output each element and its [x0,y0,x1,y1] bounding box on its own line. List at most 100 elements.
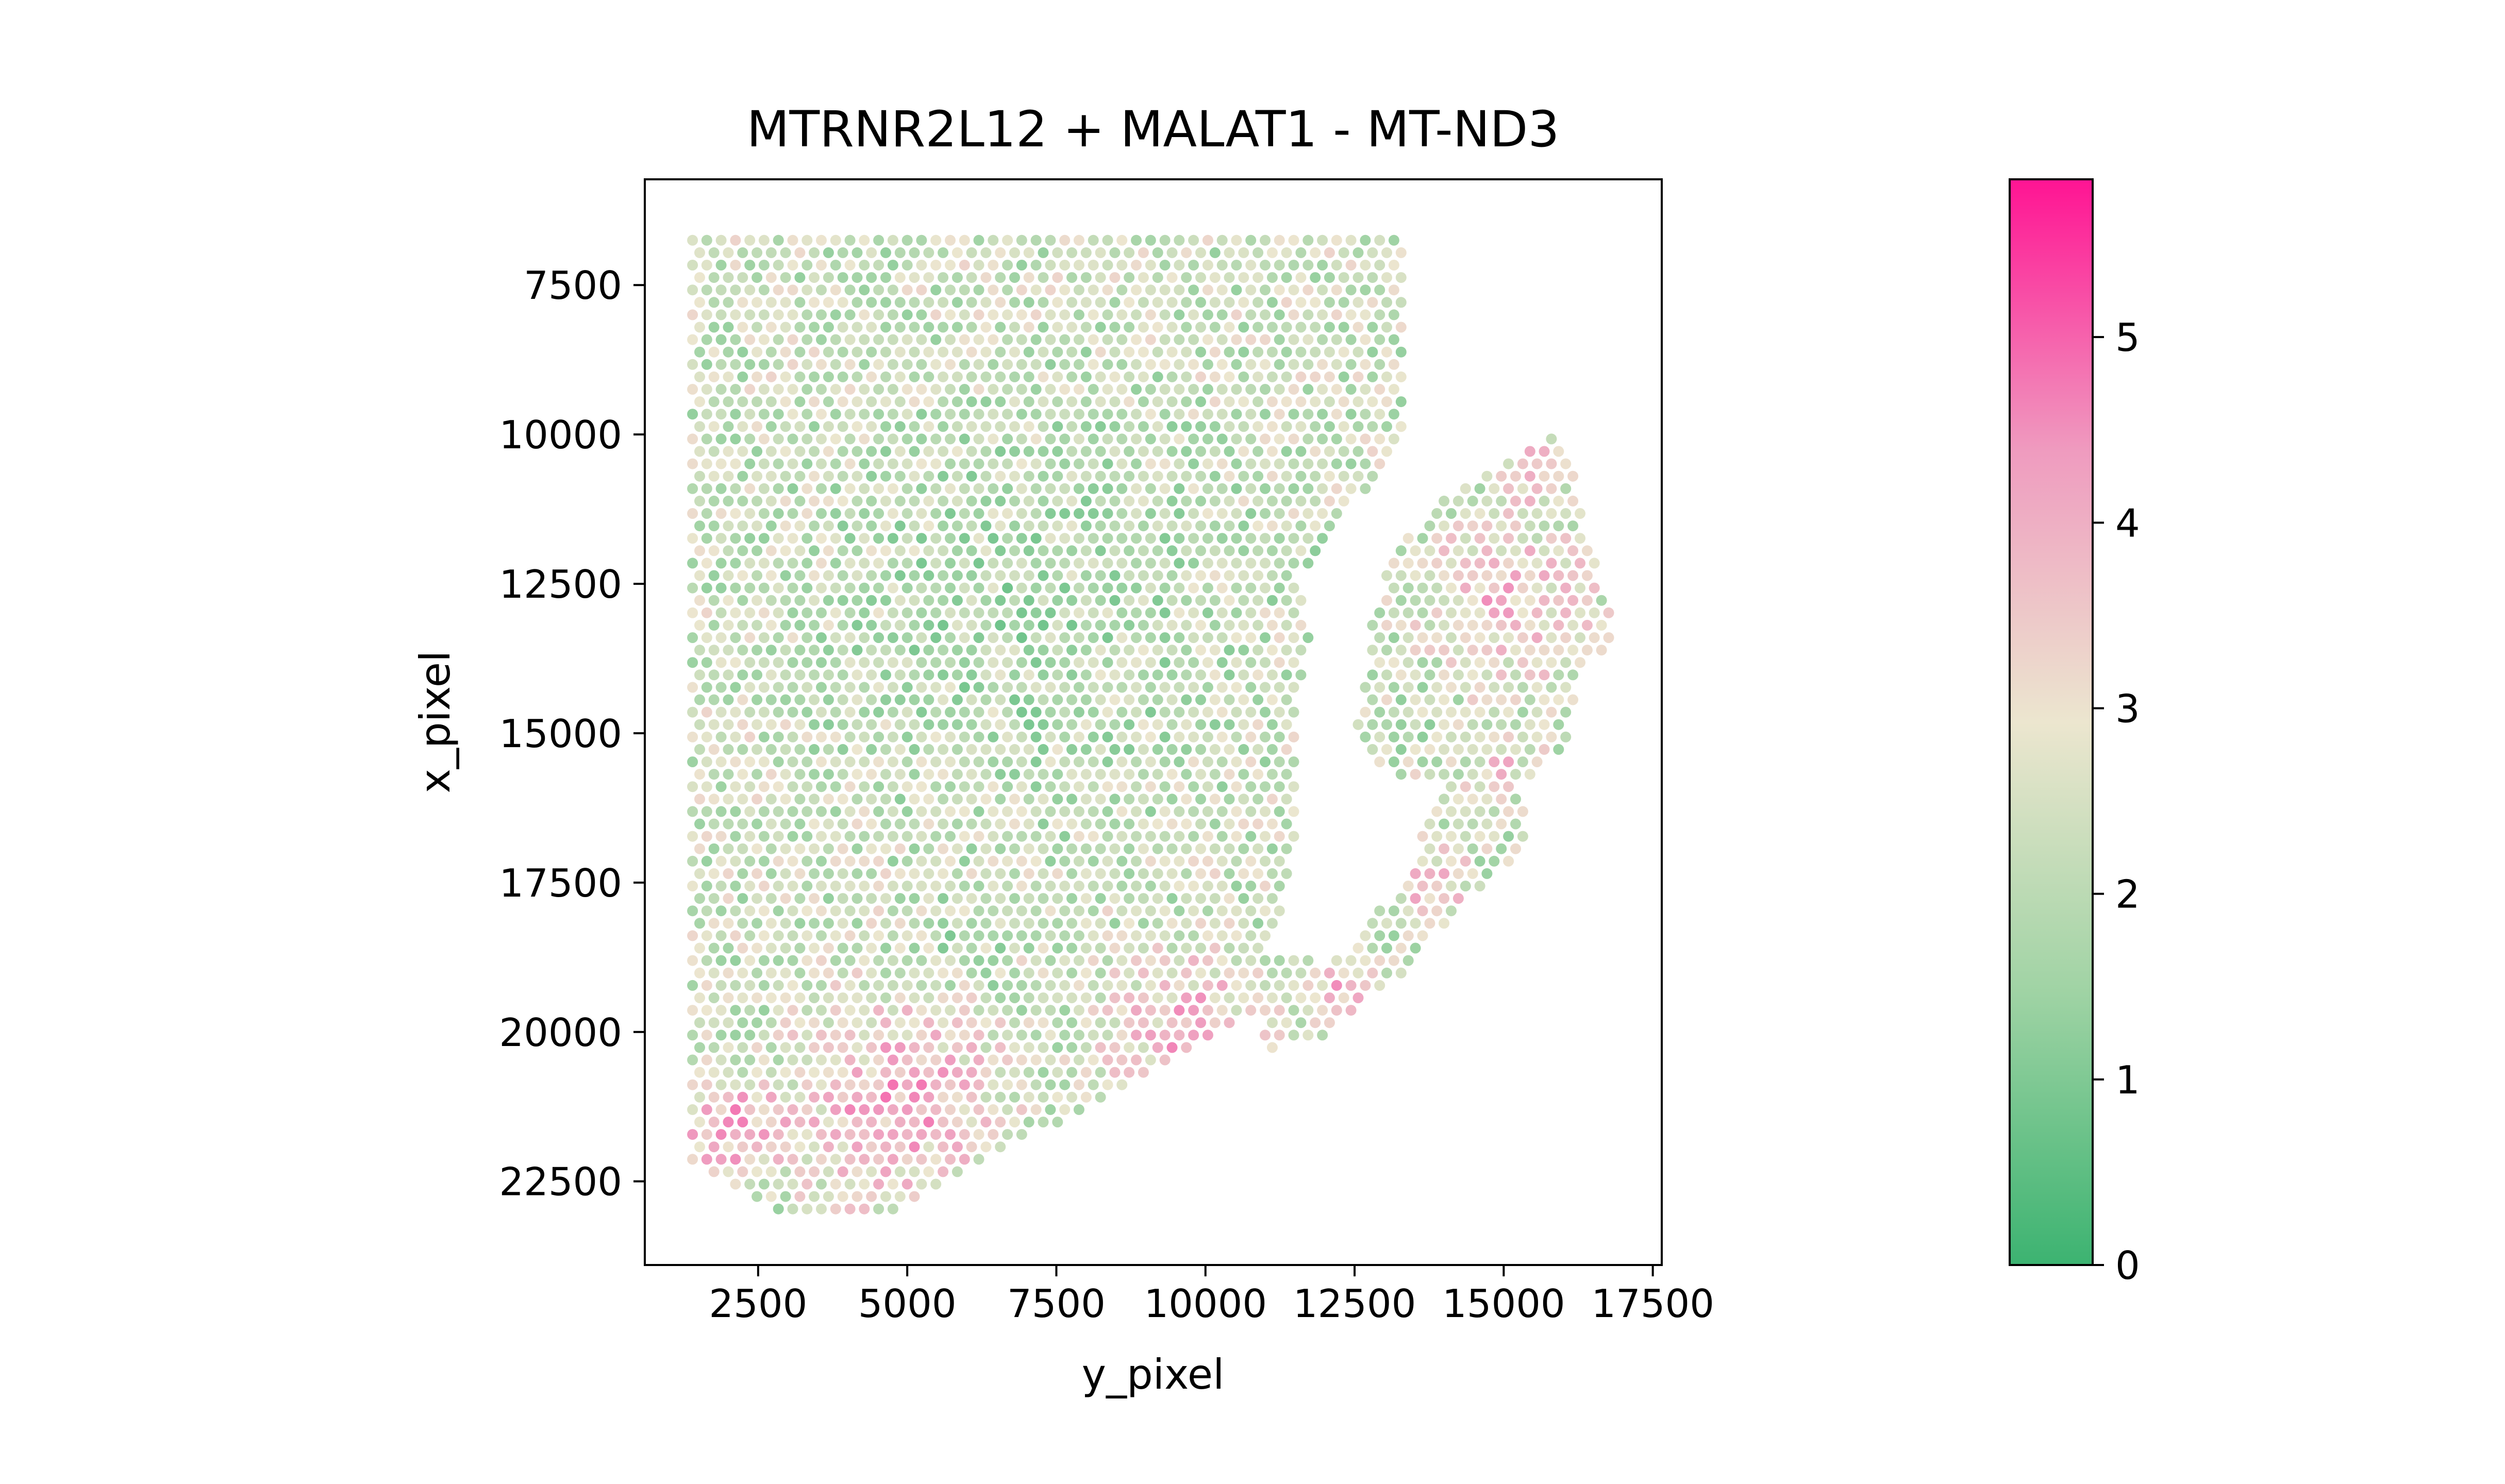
scatter-point [866,1091,877,1103]
scatter-point [1066,645,1077,656]
scatter-point [1238,446,1249,457]
scatter-point [1066,843,1077,854]
scatter-point [1266,818,1278,830]
scatter-point [1023,794,1034,805]
scatter-point [1088,855,1099,867]
scatter-point [1460,682,1471,693]
scatter-point [1202,334,1213,345]
scatter-point [973,930,984,941]
scatter-point [730,632,741,643]
scatter-point [751,769,763,780]
scatter-point [1023,421,1034,432]
scatter-point [787,632,798,643]
scatter-point [1009,371,1020,382]
scatter-point [951,495,963,507]
scatter-point [873,558,884,569]
scatter-point [758,731,770,743]
scatter-point [1102,384,1113,395]
scatter-point [859,334,870,345]
scatter-point [1575,582,1585,594]
scatter-point [1159,533,1171,544]
scatter-point [1546,458,1557,469]
scatter-point [973,756,984,767]
scatter-point [1030,334,1042,345]
scatter-point [909,595,920,606]
scatter-point [1181,794,1192,805]
scatter-point [1288,1030,1299,1041]
scatter-point [887,582,898,594]
scatter-point [715,682,727,693]
scatter-point [980,744,992,755]
scatter-point [1052,272,1063,283]
scatter-point [758,458,770,469]
scatter-point [1009,918,1020,929]
scatter-point [830,359,841,370]
scatter-point [1181,1042,1192,1053]
scatter-point [1553,719,1564,730]
scatter-point [1166,446,1178,457]
scatter-point [966,1141,977,1153]
scatter-point [1238,942,1249,954]
scatter-point [844,1203,856,1215]
scatter-point [1052,396,1063,408]
scatter-point [780,868,791,879]
scatter-point [866,1067,877,1078]
scatter-point [1002,905,1013,917]
scatter-point [1489,855,1500,867]
scatter-point [1066,794,1077,805]
scatter-point [723,645,734,656]
scatter-point [830,1079,841,1090]
scatter-point [973,558,984,569]
scatter-point [823,322,834,333]
scatter-point [1195,570,1206,581]
scatter-point [938,669,949,681]
scatter-point [1481,520,1493,532]
scatter-point [1503,682,1514,693]
scatter-point [973,1104,984,1115]
scatter-point [1295,967,1307,979]
scatter-point [873,309,884,321]
scatter-point [966,396,977,408]
scatter-point [1045,781,1056,792]
scatter-point [1310,992,1321,1003]
scatter-point [823,1191,834,1202]
scatter-point [995,794,1006,805]
scatter-point [773,508,784,519]
scatter-point [1374,433,1385,445]
scatter-point [708,1067,720,1078]
scatter-point [844,881,856,891]
scatter-point [1324,371,1335,382]
scatter-point [1052,769,1063,780]
scatter-point [1510,595,1521,606]
scatter-point [866,446,877,457]
scatter-point [1116,980,1128,991]
scatter-point [1209,744,1221,755]
scatter-point [1080,694,1092,705]
scatter-point [744,831,756,842]
scatter-point [1417,558,1428,569]
scatter-point [1224,992,1235,1003]
scatter-point [1073,1030,1084,1041]
scatter-point [1174,284,1185,296]
scatter-point [844,781,856,792]
scatter-point [1295,669,1307,681]
scatter-point [1002,682,1013,693]
scatter-point [1052,719,1063,730]
scatter-point [1188,359,1199,370]
scatter-point [1109,744,1121,755]
scatter-point [1274,831,1285,842]
scatter-point [851,272,863,283]
scatter-point [1181,371,1192,382]
scatter-point [1009,619,1020,631]
scatter-point [1052,371,1063,382]
scatter-point [744,533,756,544]
scatter-point [751,396,763,408]
scatter-point [1238,520,1249,532]
scatter-point [1481,595,1493,606]
scatter-point [816,881,827,891]
scatter-point [1102,309,1113,321]
scatter-point [1059,706,1071,718]
scatter-point [1095,495,1106,507]
scatter-point [1424,818,1435,830]
scatter-point [830,632,841,643]
